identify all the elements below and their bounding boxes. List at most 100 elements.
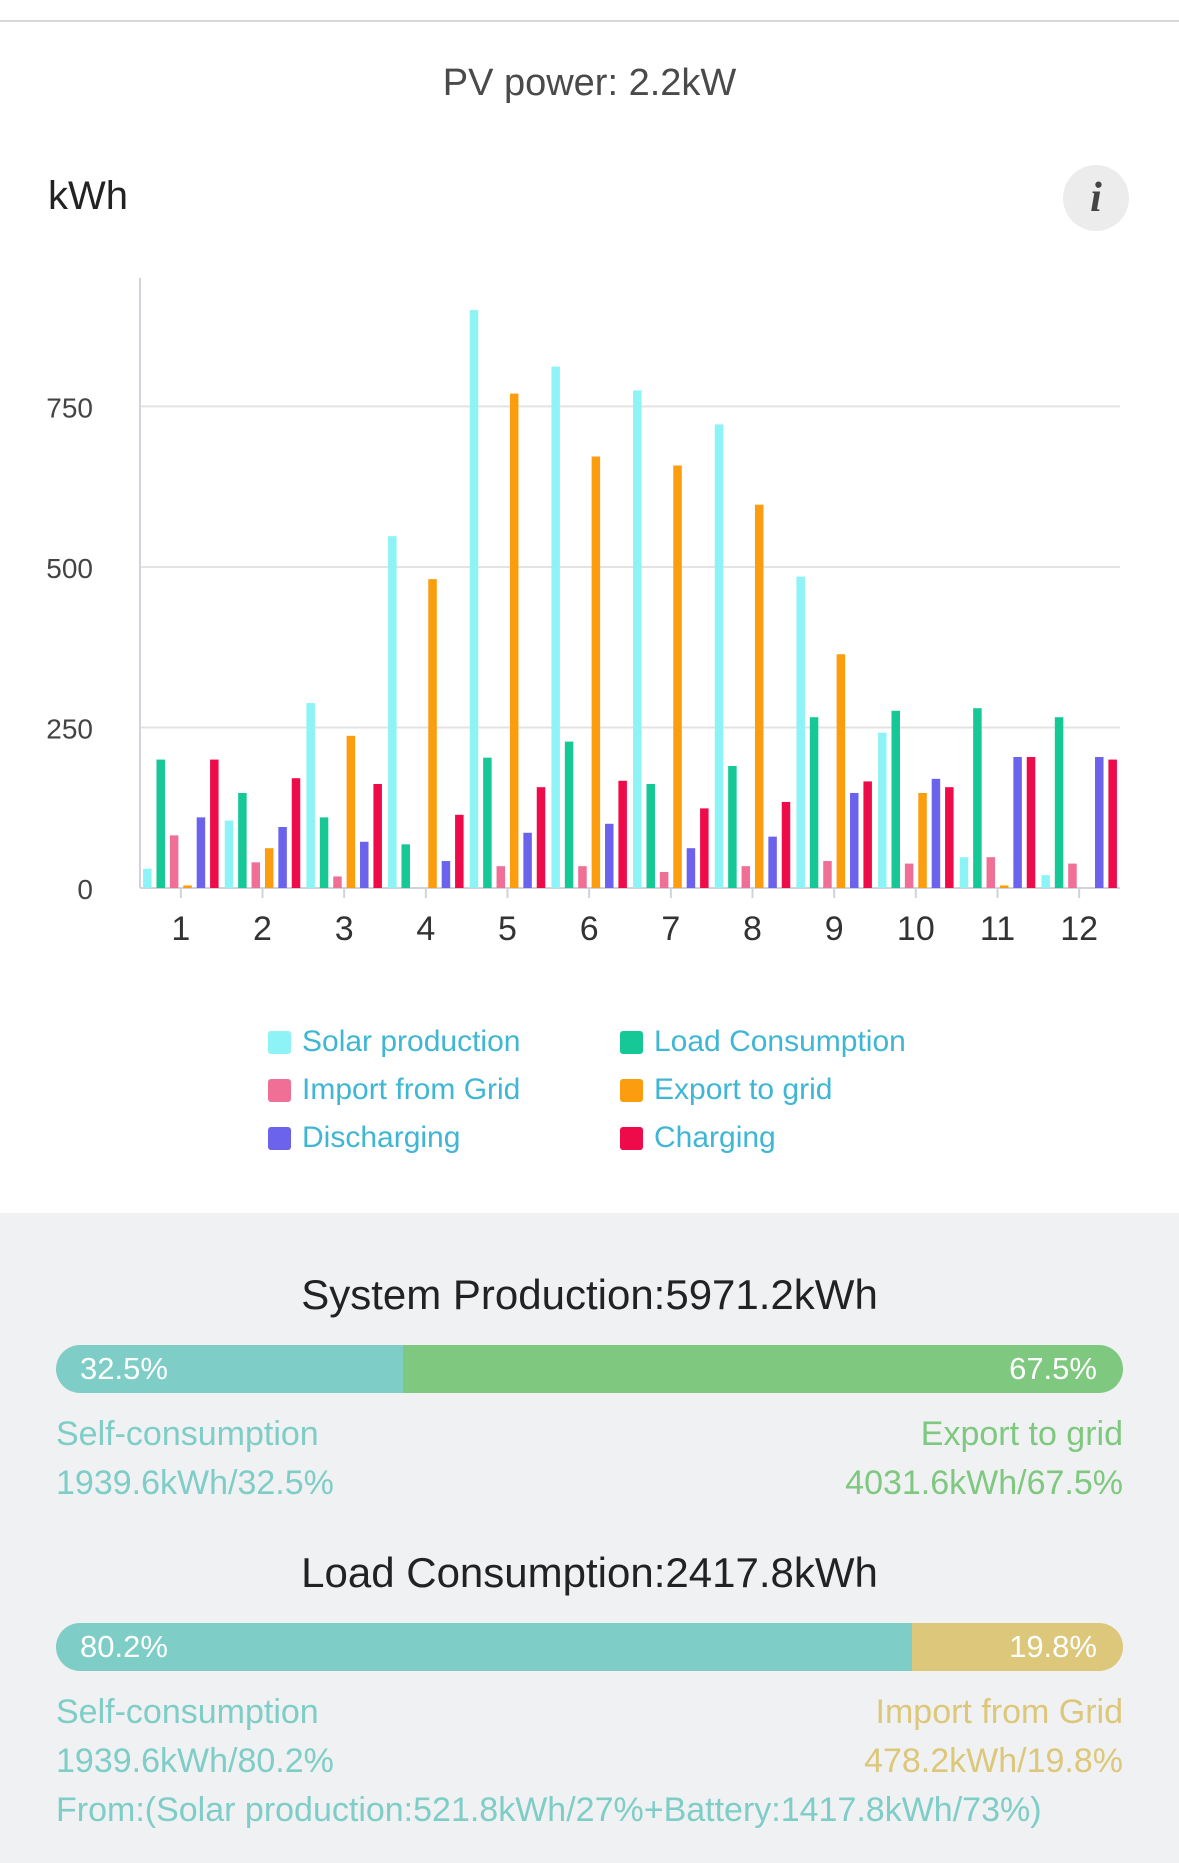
- legend-item[interactable]: Discharging: [268, 1121, 460, 1155]
- bar-load-consumption: [564, 741, 574, 888]
- bar-export-to-grid: [183, 885, 192, 888]
- bar-load-consumption: [973, 708, 982, 888]
- self-consumption-segment: 80.2%: [56, 1623, 912, 1671]
- legend-label: Charging: [654, 1121, 776, 1154]
- bar-export-to-grid: [509, 393, 519, 888]
- bar-charging: [373, 783, 382, 888]
- legend-label: Solar production: [302, 1025, 521, 1058]
- bar-solar-production: [878, 732, 887, 888]
- bar-solar-production: [796, 576, 805, 888]
- x-tick-label: 1: [171, 910, 190, 948]
- bar-load-consumption: [891, 710, 900, 888]
- bar-charging: [781, 801, 791, 888]
- x-tick-label: 3: [335, 910, 354, 948]
- bar-import-from-grid: [659, 871, 669, 888]
- production-right-value: 4031.6kWh/67.5%: [845, 1464, 1123, 1502]
- legend-swatch: [268, 1126, 291, 1150]
- legend-swatch: [268, 1030, 291, 1054]
- chart-unit-label: kWh: [48, 174, 128, 218]
- bar-charging: [1108, 759, 1117, 888]
- bar-export-to-grid: [264, 848, 274, 888]
- bar-solar-production: [959, 857, 969, 888]
- export-segment: 67.5%: [402, 1345, 1123, 1393]
- load-consumption-title: Load Consumption:2417.8kWh: [301, 1549, 878, 1596]
- x-tick-label: 8: [743, 910, 762, 948]
- chart-legend: Solar production Load Consumption Import f…: [0, 1015, 1179, 1175]
- bar-load-consumption: [646, 783, 655, 888]
- bar-solar-production: [388, 536, 397, 888]
- legend-swatch: [620, 1078, 643, 1102]
- legend-label: Load Consumption: [654, 1025, 906, 1058]
- x-tick-label: 5: [498, 910, 517, 948]
- bar-solar-production: [143, 868, 152, 888]
- legend-item[interactable]: Solar production: [268, 1025, 520, 1059]
- bar-charging: [700, 808, 709, 888]
- legend-swatch: [268, 1078, 291, 1102]
- x-tick-label: 6: [580, 910, 599, 948]
- legend-label: Import from Grid: [302, 1073, 521, 1106]
- bar-discharging: [196, 817, 206, 888]
- bar-load-consumption: [483, 757, 492, 888]
- stats-panel: System Production:5971.2kWh 32.5% 67.5% …: [0, 1213, 1179, 1863]
- bar-load-consumption: [401, 844, 410, 888]
- x-tick-label: 12: [1060, 910, 1098, 948]
- legend-item[interactable]: Import from Grid: [268, 1073, 520, 1107]
- bar-charging: [536, 787, 546, 888]
- bar-solar-production: [1041, 875, 1050, 888]
- legend-label: Export to grid: [654, 1073, 833, 1106]
- bar-charging: [1026, 757, 1036, 888]
- load-consumption-bar: 80.2% 19.8%: [56, 1623, 1123, 1671]
- bar-charging: [210, 759, 219, 888]
- bar-discharging: [850, 792, 859, 888]
- production-left-label: Self-consumption: [56, 1415, 319, 1453]
- bar-load-consumption: [156, 759, 165, 888]
- x-tick-label: 7: [661, 910, 680, 948]
- bar-charging: [945, 787, 954, 888]
- bar-solar-production: [306, 703, 315, 888]
- info-icon-button[interactable]: i: [1063, 165, 1129, 231]
- bar-discharging: [278, 827, 287, 888]
- x-tick-label: 10: [897, 910, 935, 948]
- legend-item[interactable]: Charging: [620, 1121, 776, 1155]
- bar-charging: [618, 780, 627, 888]
- bar-charging: [455, 814, 464, 888]
- consumption-source-breakdown: From:(Solar production:521.8kWh/27%+Batt…: [56, 1791, 1042, 1829]
- bar-solar-production: [551, 366, 560, 888]
- legend-item[interactable]: Export to grid: [620, 1073, 832, 1107]
- y-tick-label: 500: [46, 553, 93, 584]
- y-tick-label: 250: [46, 713, 93, 744]
- bar-export-to-grid: [999, 885, 1009, 888]
- system-production-bar: 32.5% 67.5%: [56, 1345, 1123, 1393]
- consumption-left-value: 1939.6kWh/80.2%: [56, 1742, 334, 1780]
- bar-solar-production: [633, 390, 642, 888]
- bar-export-to-grid: [836, 654, 846, 888]
- bar-export-to-grid: [918, 792, 927, 888]
- legend-swatch: [620, 1030, 643, 1054]
- bar-discharging: [441, 861, 451, 888]
- bar-export-to-grid: [428, 579, 437, 888]
- consumption-right-label: Import from Grid: [875, 1693, 1123, 1731]
- production-left-value: 1939.6kWh/32.5%: [56, 1464, 334, 1502]
- bar-export-to-grid: [591, 456, 601, 888]
- bar-export-to-grid: [673, 465, 682, 888]
- legend-label: Discharging: [302, 1121, 461, 1154]
- bar-discharging: [686, 848, 696, 888]
- self-consumption-segment: 32.5%: [56, 1345, 403, 1393]
- legend-item[interactable]: Load Consumption: [620, 1025, 906, 1059]
- import-segment: 19.8%: [911, 1623, 1123, 1671]
- bar-import-from-grid: [904, 863, 914, 888]
- bar-charging: [863, 781, 872, 888]
- bar-export-to-grid: [346, 735, 356, 888]
- top-divider: [0, 20, 1179, 22]
- bar-import-from-grid: [496, 866, 506, 888]
- x-tick-label: 4: [416, 910, 435, 948]
- bar-charging: [291, 778, 301, 888]
- bar-solar-production: [714, 424, 724, 888]
- y-tick-label: 0: [77, 874, 93, 905]
- legend-swatch: [620, 1126, 643, 1150]
- bar-import-from-grid: [1068, 863, 1077, 888]
- y-tick-label: 750: [46, 392, 93, 423]
- x-tick-label: 2: [253, 910, 272, 948]
- x-tick-label: 9: [825, 910, 844, 948]
